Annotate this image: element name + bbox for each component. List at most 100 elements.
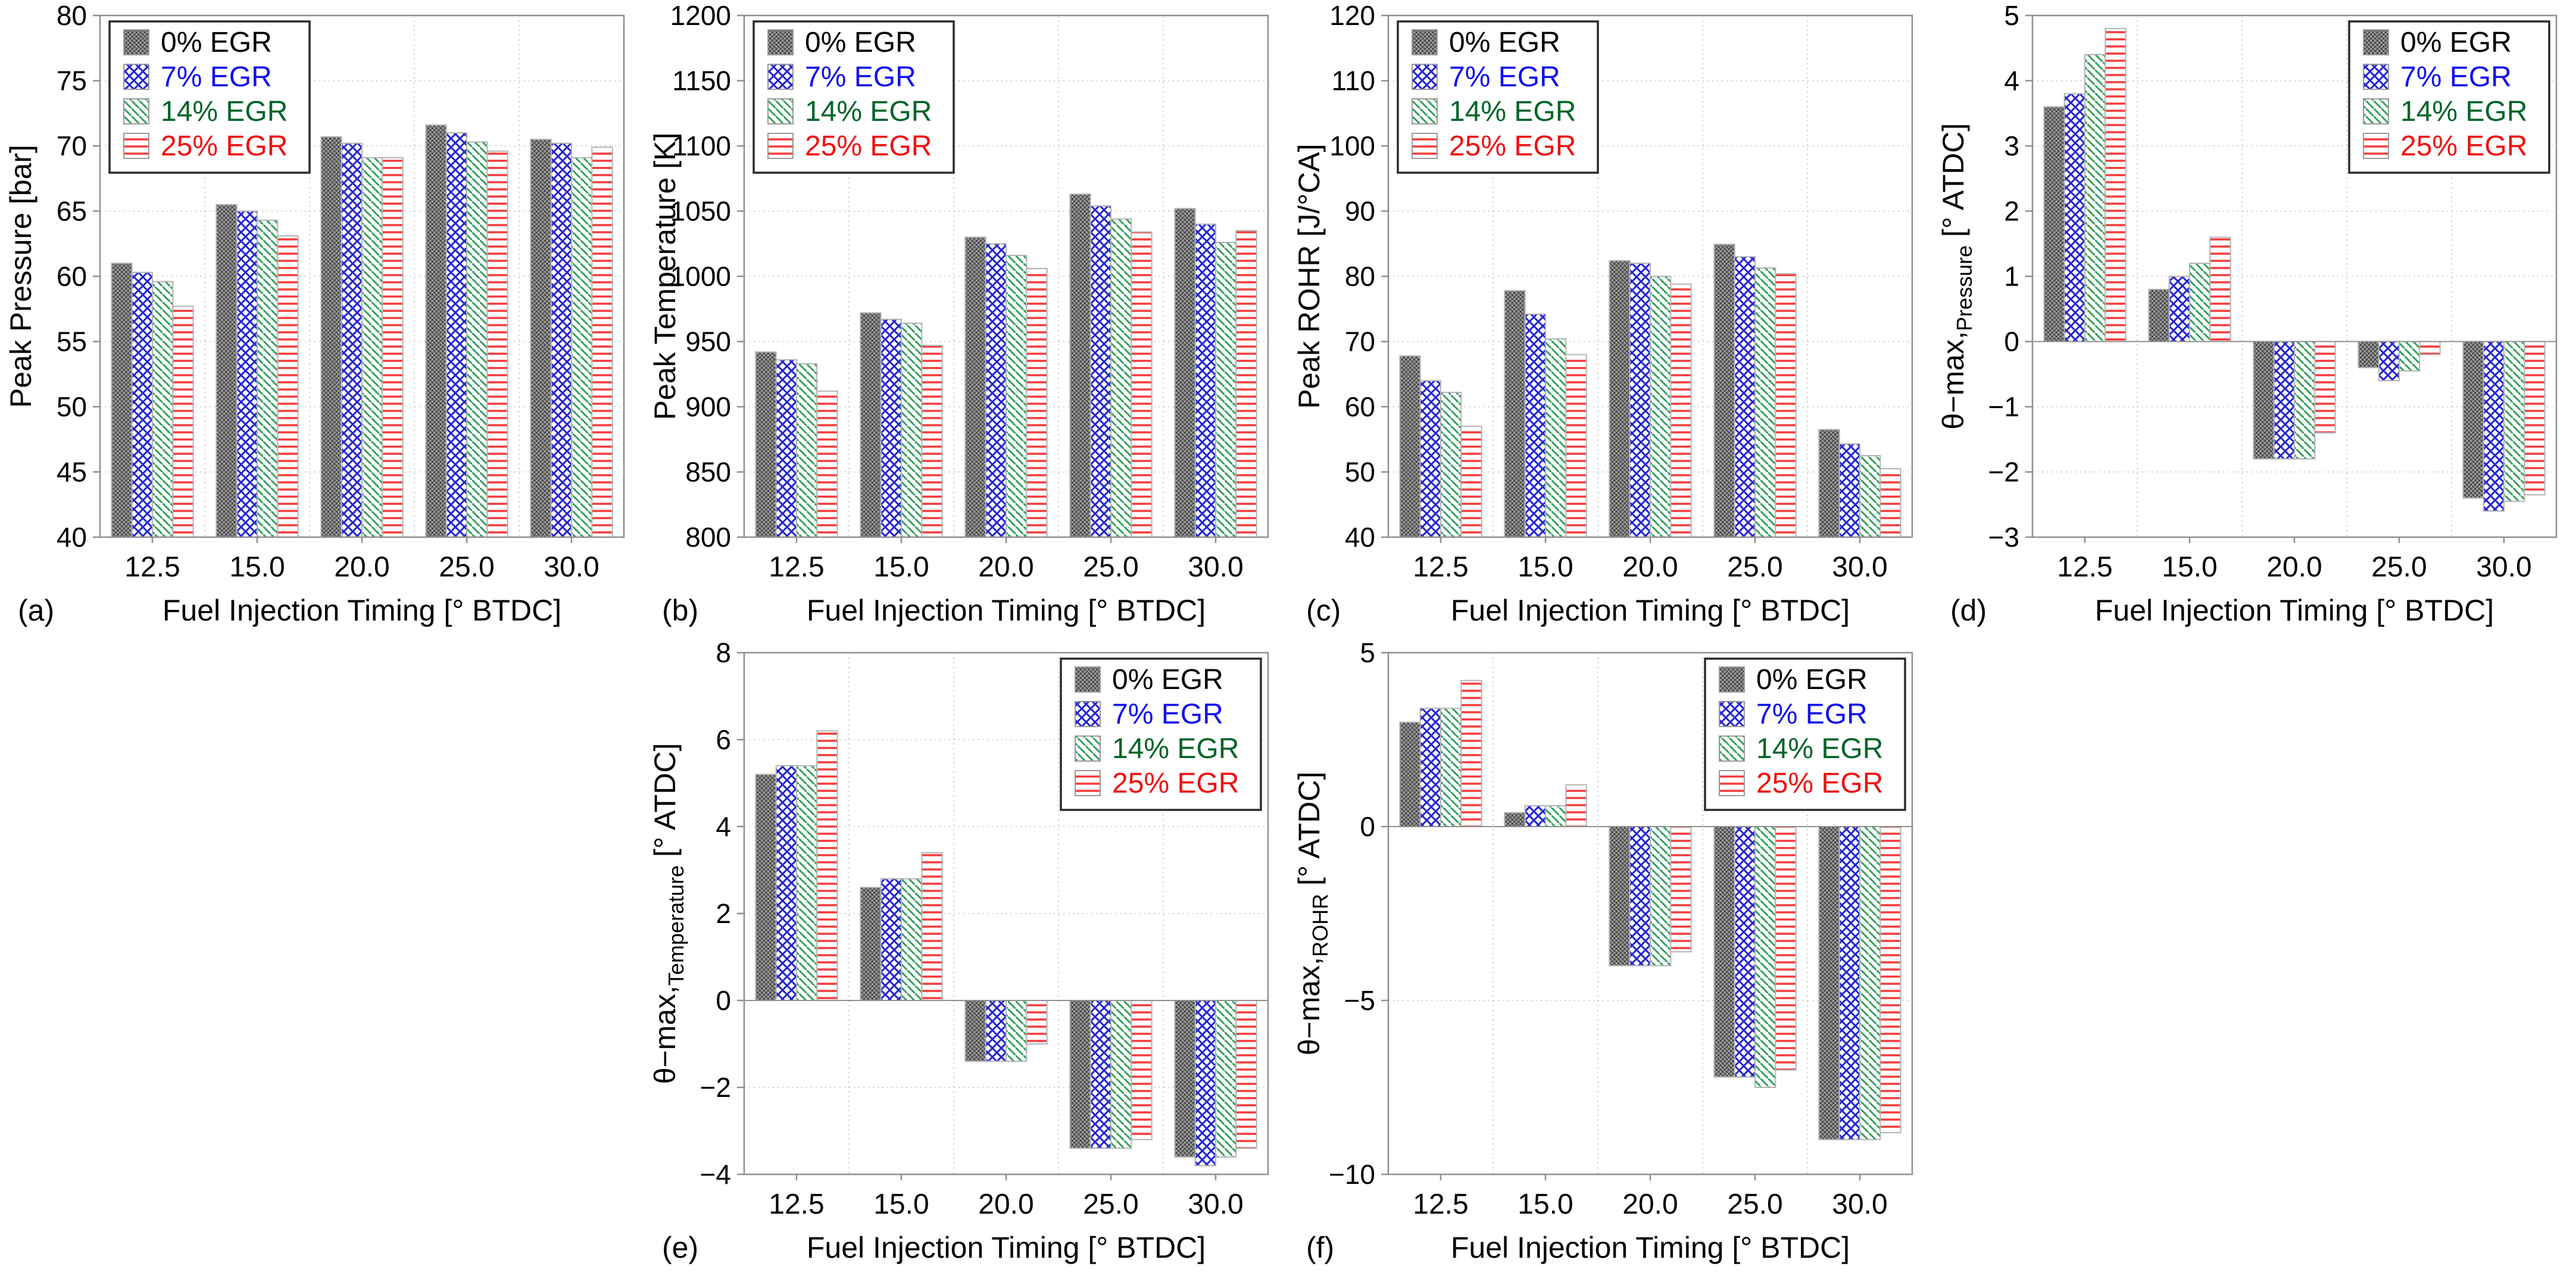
bar [1629,826,1651,967]
x-tick-label: 20.0 [1622,1189,1678,1220]
bar [361,157,383,538]
chart-e: −4 −2 0 2 4 6 8 12.5 15.0 20.0 25.0 30.0 Fuel Inject… [644,637,1288,1274]
bar [2314,341,2336,434]
y-axis: 800 850 900 950 1000 1050 1100 1150 1200 [670,0,744,553]
bar [2189,263,2211,342]
bar [2399,341,2421,372]
series-14-egr [1440,267,1881,538]
x-axis-label: Fuel Injection Timing [° BTDC] [2095,594,2494,627]
bar [1215,1000,1237,1158]
legend-swatch [2363,133,2389,159]
panel-label: (f) [1306,1231,1334,1264]
legend-label: 0% EGR [805,27,916,58]
y-tick-label: 90 [1345,196,1375,227]
y-tick-label: 110 [1332,66,1375,96]
bar [1545,805,1567,827]
bar [530,139,552,538]
x-tick-label: 15.0 [1518,551,1573,583]
legend-label: 14% EGR [2400,96,2527,127]
y-tick-label: 5 [1360,637,1375,668]
x-tick-label: 30.0 [1188,1189,1243,1220]
series-25-egr [2104,27,2546,495]
y-tick-label: 4 [2004,66,2019,96]
legend-label: 25% EGR [1756,768,1883,799]
x-tick-label: 30.0 [1188,551,1243,583]
bar [860,312,882,538]
y-tick-label: 80 [57,0,87,31]
bar [1419,707,1441,827]
bar [1174,1000,1196,1158]
bar [1818,826,1840,1140]
y-tick-label: −2 [700,1072,731,1103]
bar [1194,223,1216,538]
legend-swatch [2363,98,2389,124]
bar [1775,273,1797,538]
bar [901,878,923,1001]
legend-swatch [767,133,794,159]
bar [1399,355,1421,538]
chart-c: 40 50 60 70 80 90 100 110 120 12.5 15.0 20.0 25.0 30.… [1288,0,1932,637]
bar [131,272,153,538]
y-tick-label: 6 [716,724,731,755]
legend-label: 14% EGR [805,96,932,127]
y-tick-label: 1000 [670,261,731,292]
bar [1524,805,1546,827]
legend-label: 0% EGR [1756,664,1868,696]
panel-label: (d) [1950,594,1987,627]
bar [1734,256,1756,538]
bar [1110,218,1132,538]
y-tick-label: 40 [1345,522,1375,553]
bars-group [1399,244,1901,538]
series-0-egr [1399,721,1840,1140]
chart-a: 40 45 50 55 60 65 70 75 80 12.5 15.0 20.0 25.0 30.0 Fu… [0,0,644,637]
bar [1754,826,1776,1088]
bar [2168,276,2190,342]
bar [111,263,133,538]
y-axis-label: Peak Pressure [bar] [4,145,38,408]
bar [2462,341,2484,499]
y-tick-label: 850 [685,457,731,488]
bars-group [2043,27,2546,512]
bar [1609,260,1631,538]
x-axis-label: Fuel Injection Timing [° BTDC] [807,1231,1206,1264]
bar [964,236,986,538]
panel-label: (c) [1306,594,1341,627]
bar [172,305,194,538]
bar [1650,276,1672,538]
bar [1460,679,1482,827]
y-tick-label: 100 [1329,130,1375,161]
series-0-egr [2043,106,2484,499]
legend-swatch [1719,701,1745,727]
legend-label: 14% EGR [1756,733,1883,765]
panel-label: (a) [18,594,54,627]
bar [1545,338,1567,538]
bar [2043,106,2065,342]
x-tick-label: 12.5 [2057,551,2112,583]
series-7-egr [2063,93,2505,512]
bar [1504,290,1526,538]
y-axis-label: θ−max,Pressure [° ATDC] [1937,123,1977,430]
bar [1859,826,1881,1140]
bar [1524,313,1546,538]
bar [1131,231,1153,538]
x-tick-label: 30.0 [1832,1189,1887,1220]
bar [1838,443,1860,538]
legend-swatch [1412,98,1438,124]
bar [1565,354,1587,538]
y-tick-label: 65 [57,196,87,227]
y-tick-label: 1200 [670,0,731,31]
x-tick-label: 30.0 [2476,551,2531,583]
bar [2104,27,2127,342]
bar [755,774,777,1001]
y-tick-label: 5 [2004,0,2019,31]
legend-swatch [123,64,149,90]
x-tick-label: 20.0 [978,551,1033,583]
x-tick-label: 15.0 [2162,551,2217,583]
y-tick-label: 2 [2004,196,2019,227]
series-0-egr [755,774,1196,1158]
bar [1838,826,1860,1140]
x-tick-label: 25.0 [439,551,494,583]
